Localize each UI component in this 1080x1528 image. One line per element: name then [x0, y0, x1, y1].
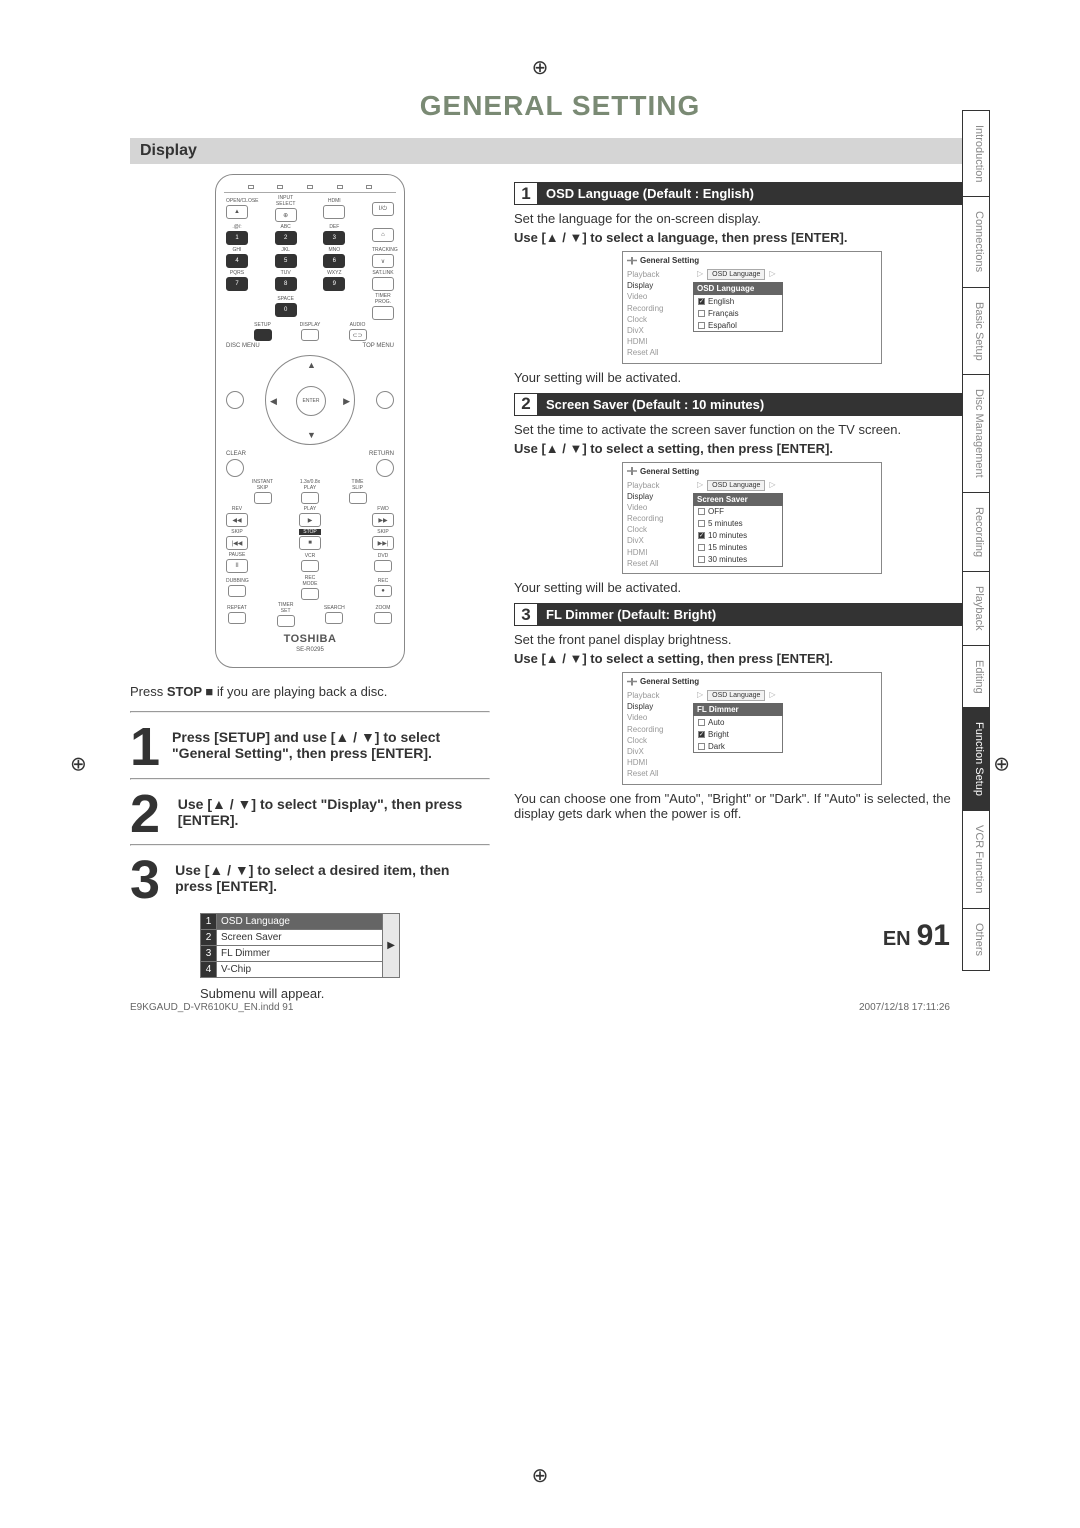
- step-num: 3: [130, 856, 163, 905]
- item-instr: Use [▲ / ▼] to select a language, then p…: [514, 230, 990, 245]
- item-instr: Use [▲ / ▼] to select a setting, then pr…: [514, 441, 990, 456]
- remote-illustration: OPEN/CLOSE▲INPUT SELECT⊕HDMII/⏻ .@/:1ABC…: [215, 174, 405, 668]
- side-tab: Function Setup: [962, 707, 990, 810]
- side-tab: Connections: [962, 196, 990, 286]
- step-text: Press [SETUP] and use [▲ / ▼] to select …: [172, 723, 490, 761]
- crop-mark: ⊕: [532, 1463, 549, 1488]
- item-desc: Set the language for the on-screen displ…: [514, 211, 990, 226]
- section-header: Display: [130, 138, 990, 164]
- item-header: 3FL Dimmer (Default: Bright): [514, 603, 990, 626]
- item-header: 1OSD Language (Default : English): [514, 182, 990, 205]
- side-tab: Recording: [962, 492, 990, 571]
- side-tab: Playback: [962, 571, 990, 645]
- side-tabs: IntroductionConnectionsBasic SetupDisc M…: [962, 110, 990, 971]
- osd-panel: General Setting PlaybackDisplayVideoReco…: [622, 251, 882, 364]
- side-tab: Introduction: [962, 110, 990, 196]
- side-tab: Others: [962, 908, 990, 971]
- step-text: Use [▲ / ▼] to select "Display", then pr…: [178, 790, 490, 828]
- side-tab: Basic Setup: [962, 287, 990, 375]
- item-desc: Set the time to activate the screen save…: [514, 422, 990, 437]
- osd-panel: General Setting PlaybackDisplayVideoReco…: [622, 672, 882, 785]
- side-tab: Disc Management: [962, 374, 990, 492]
- pre-note: Press STOP ■ if you are playing back a d…: [130, 684, 490, 699]
- step-num: 2: [130, 790, 166, 839]
- item-after: You can choose one from "Auto", "Bright"…: [514, 791, 990, 821]
- item-desc: Set the front panel display brightness.: [514, 632, 990, 647]
- item-header: 2Screen Saver (Default : 10 minutes): [514, 393, 990, 416]
- print-meta: E9KGAUD_D-VR610KU_EN.indd 912007/12/18 1…: [130, 1002, 950, 1013]
- page-title: GENERAL SETTING: [130, 90, 990, 122]
- item-instr: Use [▲ / ▼] to select a setting, then pr…: [514, 651, 990, 666]
- page-footer: EN91: [883, 919, 950, 953]
- step-num: 1: [130, 723, 160, 772]
- item-after: Your setting will be activated.: [514, 580, 990, 595]
- step-text: Use [▲ / ▼] to select a desired item, th…: [175, 856, 490, 894]
- side-tab: VCR Function: [962, 810, 990, 907]
- osd-panel: General Setting PlaybackDisplayVideoReco…: [622, 462, 882, 575]
- side-tab: Editing: [962, 645, 990, 708]
- submenu-table: 1OSD Language▶2Screen Saver3FL Dimmer4V-…: [200, 913, 400, 978]
- submenu-note: Submenu will appear.: [200, 986, 490, 1001]
- item-after: Your setting will be activated.: [514, 370, 990, 385]
